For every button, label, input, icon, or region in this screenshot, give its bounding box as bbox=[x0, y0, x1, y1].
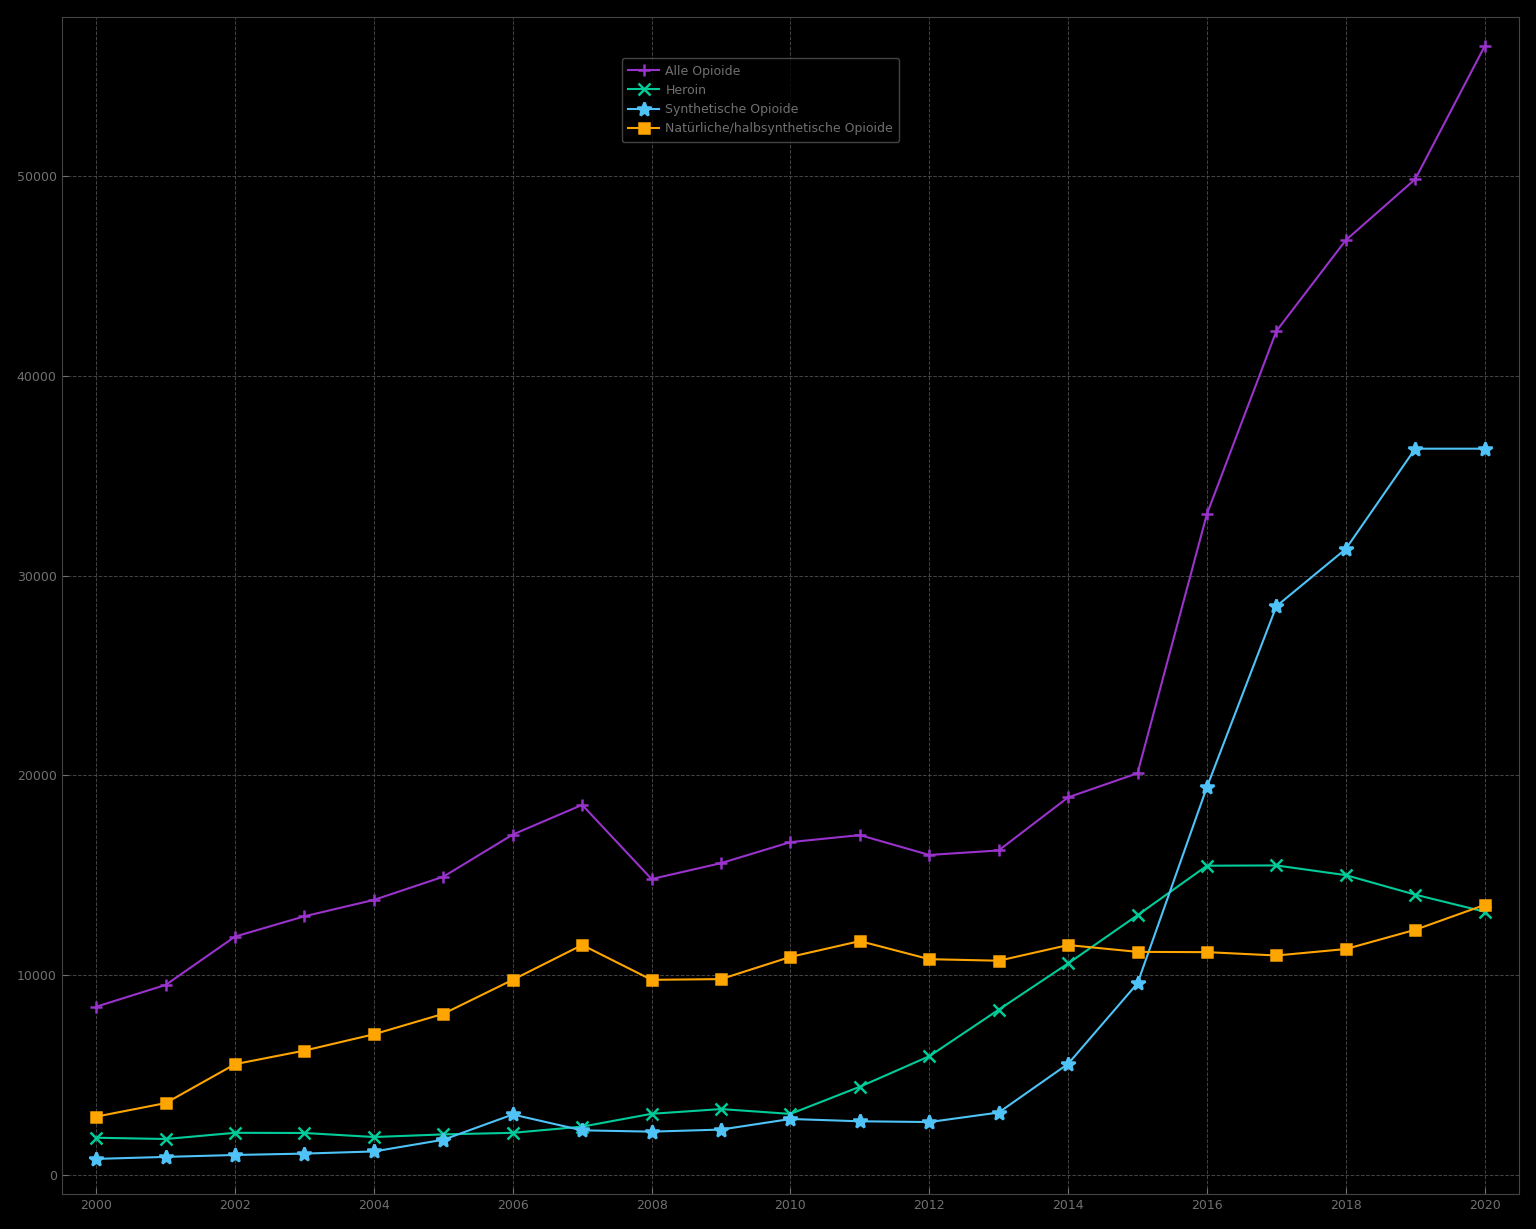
Line: Heroin: Heroin bbox=[91, 860, 1490, 1144]
Natürliche/halbsynthetische Opioide bbox=[1058, 938, 1077, 952]
Alle Opioide bbox=[989, 843, 1008, 858]
Natürliche/halbsynthetische Opioide bbox=[226, 1057, 244, 1072]
Alle Opioide bbox=[1129, 766, 1147, 780]
Line: Synthetische Opioide: Synthetische Opioide bbox=[89, 441, 1491, 1166]
Synthetische Opioide bbox=[1058, 1057, 1077, 1072]
Natürliche/halbsynthetische Opioide bbox=[364, 1027, 382, 1042]
Heroin bbox=[1476, 905, 1495, 919]
Heroin bbox=[88, 1131, 106, 1145]
Alle Opioide bbox=[504, 827, 522, 842]
Natürliche/halbsynthetische Opioide bbox=[920, 951, 938, 966]
Synthetische Opioide bbox=[364, 1144, 382, 1159]
Heroin bbox=[435, 1127, 453, 1142]
Heroin bbox=[573, 1120, 591, 1134]
Heroin bbox=[1336, 868, 1355, 882]
Synthetische Opioide bbox=[573, 1123, 591, 1138]
Alle Opioide bbox=[573, 798, 591, 812]
Natürliche/halbsynthetische Opioide bbox=[711, 972, 730, 987]
Line: Natürliche/halbsynthetische Opioide: Natürliche/halbsynthetische Opioide bbox=[91, 900, 1490, 1122]
Synthetische Opioide bbox=[435, 1132, 453, 1147]
Alle Opioide bbox=[435, 869, 453, 884]
Alle Opioide bbox=[364, 892, 382, 907]
Heroin bbox=[1405, 887, 1424, 902]
Natürliche/halbsynthetische Opioide bbox=[295, 1043, 313, 1058]
Synthetische Opioide bbox=[1405, 441, 1424, 456]
Synthetische Opioide bbox=[851, 1113, 869, 1128]
Synthetische Opioide bbox=[1476, 441, 1495, 456]
Alle Opioide bbox=[88, 999, 106, 1014]
Natürliche/halbsynthetische Opioide bbox=[504, 972, 522, 987]
Natürliche/halbsynthetische Opioide bbox=[642, 972, 660, 987]
Heroin bbox=[1129, 908, 1147, 923]
Synthetische Opioide bbox=[1336, 542, 1355, 557]
Alle Opioide bbox=[295, 909, 313, 924]
Alle Opioide bbox=[1405, 172, 1424, 187]
Natürliche/halbsynthetische Opioide bbox=[851, 934, 869, 949]
Synthetische Opioide bbox=[504, 1107, 522, 1122]
Heroin bbox=[642, 1106, 660, 1121]
Heroin bbox=[157, 1132, 175, 1147]
Synthetische Opioide bbox=[782, 1111, 800, 1126]
Synthetische Opioide bbox=[989, 1105, 1008, 1120]
Alle Opioide bbox=[226, 929, 244, 944]
Heroin bbox=[295, 1126, 313, 1141]
Heroin bbox=[1198, 858, 1217, 873]
Synthetische Opioide bbox=[920, 1115, 938, 1129]
Alle Opioide bbox=[642, 871, 660, 886]
Synthetische Opioide bbox=[1129, 976, 1147, 991]
Natürliche/halbsynthetische Opioide bbox=[1476, 897, 1495, 912]
Alle Opioide bbox=[920, 848, 938, 863]
Natürliche/halbsynthetische Opioide bbox=[435, 1007, 453, 1021]
Heroin bbox=[989, 1003, 1008, 1018]
Alle Opioide bbox=[782, 834, 800, 849]
Heroin bbox=[364, 1129, 382, 1144]
Synthetische Opioide bbox=[642, 1125, 660, 1139]
Alle Opioide bbox=[157, 977, 175, 992]
Heroin bbox=[782, 1106, 800, 1121]
Heroin bbox=[711, 1101, 730, 1116]
Natürliche/halbsynthetische Opioide bbox=[1129, 945, 1147, 960]
Alle Opioide bbox=[1476, 39, 1495, 54]
Natürliche/halbsynthetische Opioide bbox=[1336, 941, 1355, 956]
Heroin bbox=[1058, 956, 1077, 971]
Heroin bbox=[1267, 858, 1286, 873]
Line: Alle Opioide: Alle Opioide bbox=[91, 41, 1491, 1013]
Natürliche/halbsynthetische Opioide bbox=[989, 954, 1008, 968]
Synthetische Opioide bbox=[157, 1149, 175, 1164]
Legend: Alle Opioide, Heroin, Synthetische Opioide, Natürliche/halbsynthetische Opioide: Alle Opioide, Heroin, Synthetische Opioi… bbox=[622, 58, 900, 141]
Synthetische Opioide bbox=[295, 1147, 313, 1161]
Synthetische Opioide bbox=[711, 1122, 730, 1137]
Alle Opioide bbox=[1198, 506, 1217, 521]
Synthetische Opioide bbox=[1198, 779, 1217, 794]
Alle Opioide bbox=[711, 855, 730, 870]
Alle Opioide bbox=[1267, 323, 1286, 338]
Alle Opioide bbox=[851, 827, 869, 842]
Heroin bbox=[851, 1079, 869, 1094]
Heroin bbox=[920, 1048, 938, 1063]
Natürliche/halbsynthetische Opioide bbox=[573, 938, 591, 952]
Heroin bbox=[226, 1126, 244, 1141]
Synthetische Opioide bbox=[88, 1152, 106, 1166]
Natürliche/halbsynthetische Opioide bbox=[1405, 923, 1424, 938]
Alle Opioide bbox=[1058, 790, 1077, 805]
Synthetische Opioide bbox=[226, 1148, 244, 1163]
Natürliche/halbsynthetische Opioide bbox=[1267, 948, 1286, 962]
Natürliche/halbsynthetische Opioide bbox=[157, 1096, 175, 1111]
Natürliche/halbsynthetische Opioide bbox=[782, 950, 800, 965]
Alle Opioide bbox=[1336, 232, 1355, 247]
Natürliche/halbsynthetische Opioide bbox=[88, 1110, 106, 1125]
Natürliche/halbsynthetische Opioide bbox=[1198, 945, 1217, 960]
Heroin bbox=[504, 1126, 522, 1141]
Synthetische Opioide bbox=[1267, 599, 1286, 613]
